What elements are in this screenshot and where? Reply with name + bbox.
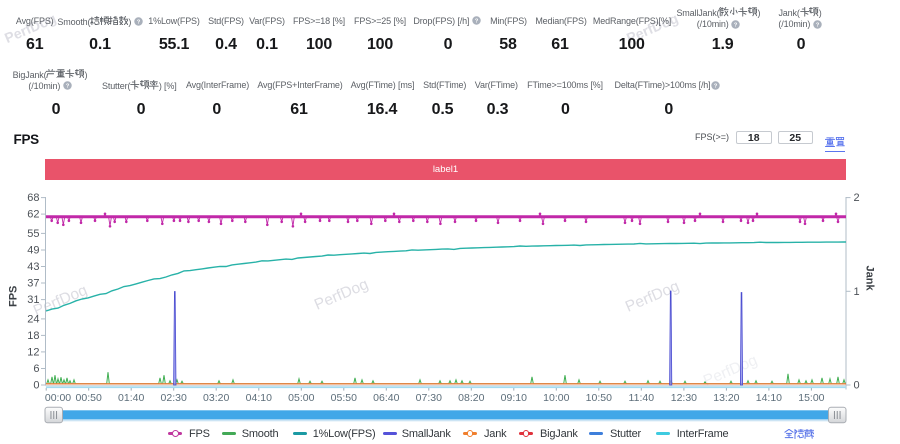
svg-text:07:30: 07:30 [416, 392, 442, 404]
svg-text:PerfDog: PerfDog [312, 276, 371, 314]
svg-text:18: 18 [27, 330, 39, 342]
svg-text:06:40: 06:40 [373, 392, 399, 404]
svg-text:12:30: 12:30 [671, 392, 697, 404]
svg-text:31: 31 [27, 294, 39, 306]
svg-text:08:20: 08:20 [458, 392, 484, 404]
svg-text:10:50: 10:50 [586, 392, 612, 404]
svg-text:13:20: 13:20 [713, 392, 739, 404]
svg-text:04:10: 04:10 [246, 392, 272, 404]
svg-text:49: 49 [27, 245, 39, 257]
svg-text:0: 0 [33, 380, 39, 392]
svg-text:FPS: FPS [8, 286, 20, 307]
svg-text:05:50: 05:50 [331, 392, 357, 404]
svg-text:68: 68 [27, 192, 39, 204]
svg-text:02:30: 02:30 [161, 392, 187, 404]
svg-text:10:00: 10:00 [543, 392, 569, 404]
svg-text:Jank: Jank [864, 266, 876, 292]
svg-text:62: 62 [27, 209, 39, 221]
svg-text:PerfDog: PerfDog [623, 278, 682, 316]
svg-text:55: 55 [27, 228, 39, 240]
svg-text:?: ? [65, 84, 69, 90]
svg-text:PerfDog: PerfDog [31, 282, 90, 320]
svg-text:03:20: 03:20 [203, 392, 229, 404]
svg-text:09:10: 09:10 [501, 392, 527, 404]
svg-text:11:40: 11:40 [629, 392, 655, 404]
svg-text:00:00: 00:00 [45, 392, 71, 404]
svg-text:?: ? [136, 20, 140, 26]
svg-text:6: 6 [33, 363, 39, 375]
svg-text:01:40: 01:40 [118, 392, 144, 404]
svg-text:37: 37 [27, 278, 39, 290]
svg-text:1: 1 [854, 286, 860, 298]
svg-text:0: 0 [854, 380, 860, 392]
svg-text:2: 2 [854, 192, 860, 204]
svg-text:14:10: 14:10 [756, 392, 782, 404]
svg-text:12: 12 [27, 347, 39, 359]
svg-text:05:00: 05:00 [288, 392, 314, 404]
svg-text:?: ? [474, 19, 478, 25]
svg-text:43: 43 [27, 261, 39, 273]
svg-text:15:00: 15:00 [798, 392, 824, 404]
svg-text:24: 24 [27, 314, 39, 326]
svg-text:?: ? [734, 22, 738, 28]
svg-text:?: ? [815, 22, 819, 28]
svg-text:00:50: 00:50 [76, 392, 102, 404]
svg-text:?: ? [713, 83, 717, 89]
